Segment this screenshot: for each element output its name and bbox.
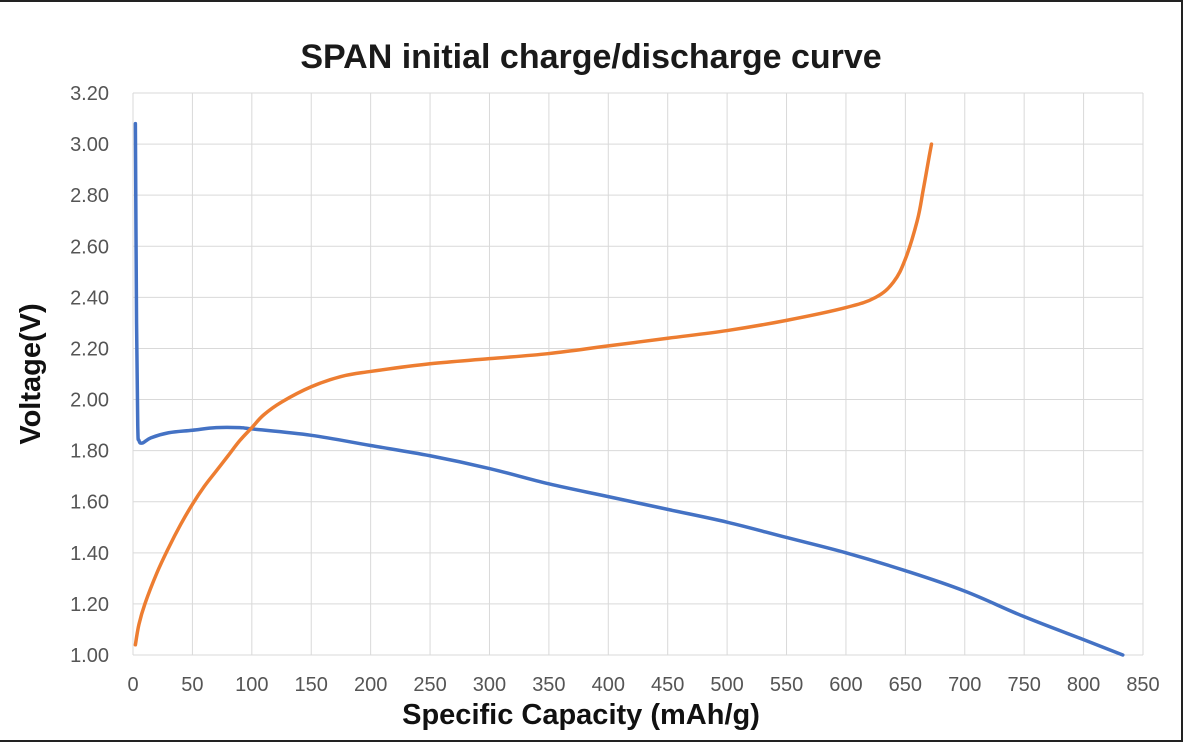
y-tick-label: 1.60 xyxy=(70,492,109,514)
x-tick-label: 200 xyxy=(354,674,387,696)
y-tick-label: 2.60 xyxy=(70,236,109,258)
x-tick-label: 650 xyxy=(889,674,922,696)
x-tick-label: 600 xyxy=(829,674,862,696)
series-line-charge xyxy=(133,142,934,647)
y-tick-label: 3.00 xyxy=(70,134,109,156)
x-tick-label: 850 xyxy=(1126,674,1159,696)
x-tick-label: 300 xyxy=(473,674,506,696)
y-tick-label: 1.40 xyxy=(70,543,109,565)
x-tick-label: 350 xyxy=(532,674,565,696)
y-tick-label: 1.80 xyxy=(70,441,109,463)
x-tick-label: 150 xyxy=(295,674,328,696)
series-layer xyxy=(133,121,1125,657)
x-tick-label: 550 xyxy=(770,674,803,696)
series-line-discharge xyxy=(133,121,1125,657)
y-tick-label: 2.80 xyxy=(70,185,109,207)
x-tick-label: 750 xyxy=(1007,674,1040,696)
y-tick-label: 1.00 xyxy=(70,645,109,667)
x-axis-label: Specific Capacity (mAh/g) xyxy=(402,699,760,731)
chart-title: SPAN initial charge/discharge curve xyxy=(300,38,881,76)
y-axis-label: Voltage(V) xyxy=(15,303,47,444)
y-tick-labels: 1.00 1.20 1.40 1.60 1.80 2.00 2.20 2.40 2.60 2.80… xyxy=(70,83,109,667)
grid-layer xyxy=(132,92,1144,656)
x-tick-label: 250 xyxy=(413,674,446,696)
y-tick-label: 2.20 xyxy=(70,338,109,360)
x-tick-label: 700 xyxy=(948,674,981,696)
x-tick-labels: 0 50 100 150 200 250 300 350 400 450 500 550 600 650 7… xyxy=(127,674,1159,696)
y-tick-label: 2.00 xyxy=(70,390,109,412)
y-tick-label: 2.40 xyxy=(70,287,109,309)
x-tick-label: 500 xyxy=(710,674,743,696)
x-tick-label: 50 xyxy=(181,674,203,696)
y-tick-label: 1.20 xyxy=(70,594,109,616)
x-tick-label: 800 xyxy=(1067,674,1100,696)
y-tick-label: 3.20 xyxy=(70,83,109,105)
x-tick-label: 400 xyxy=(592,674,625,696)
x-tick-label: 0 xyxy=(127,674,138,696)
x-tick-label: 450 xyxy=(651,674,684,696)
x-tick-label: 100 xyxy=(235,674,268,696)
